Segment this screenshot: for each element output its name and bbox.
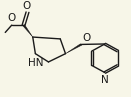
- Text: HN: HN: [28, 58, 43, 68]
- Text: O: O: [83, 33, 91, 43]
- Polygon shape: [66, 44, 82, 54]
- Text: O: O: [22, 1, 30, 11]
- Polygon shape: [23, 25, 33, 37]
- Text: N: N: [101, 75, 109, 85]
- Text: O: O: [8, 13, 16, 23]
